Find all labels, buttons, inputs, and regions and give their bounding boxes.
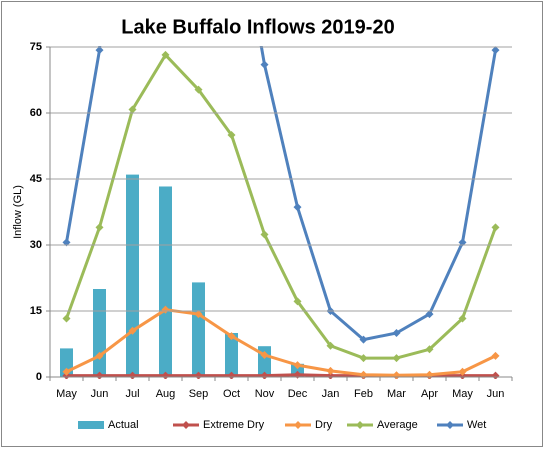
x-tick-label: May — [56, 388, 77, 400]
marker — [293, 361, 302, 370]
marker — [359, 354, 368, 363]
marker — [194, 85, 203, 94]
y-tick-label: 0 — [36, 371, 42, 383]
marker — [260, 60, 269, 69]
marker — [293, 297, 302, 306]
marker — [260, 230, 269, 239]
marker — [359, 335, 368, 344]
legend-marker — [182, 421, 190, 429]
marker — [128, 326, 137, 335]
bar — [126, 174, 139, 377]
x-tick-label: Dec — [288, 388, 308, 400]
marker — [194, 310, 203, 319]
y-tick-label: 75 — [30, 41, 42, 53]
x-tick-label: Apr — [421, 388, 438, 400]
marker — [491, 223, 500, 232]
marker — [62, 238, 71, 247]
line — [65, 308, 497, 377]
marker — [491, 351, 500, 360]
y-tick-label: 30 — [30, 239, 42, 251]
legend-label: Dry — [315, 419, 333, 431]
marker — [458, 238, 467, 247]
line — [65, 53, 497, 360]
plot-area — [60, 46, 500, 379]
bar — [192, 282, 205, 377]
marker — [62, 367, 71, 376]
marker — [95, 223, 104, 232]
y-tick-label: 15 — [30, 305, 42, 317]
marker — [491, 46, 500, 55]
x-tick-label: Mar — [387, 388, 406, 400]
marker — [425, 310, 434, 319]
x-tick-label: May — [452, 388, 473, 400]
x-tick-label: Jun — [487, 388, 505, 400]
marker — [161, 50, 170, 59]
x-tick-label: Jun — [91, 388, 109, 400]
marker — [326, 366, 335, 375]
x-tick-label: Aug — [156, 388, 176, 400]
x-tick-label: Sep — [189, 388, 209, 400]
legend-marker — [446, 421, 454, 429]
y-tick-label: 60 — [30, 107, 42, 119]
marker — [293, 203, 302, 212]
legend-label: Actual — [108, 419, 139, 431]
legend-swatch — [78, 421, 104, 429]
bar — [93, 289, 106, 377]
legend-marker — [294, 421, 302, 429]
marker — [95, 351, 104, 360]
marker — [392, 354, 401, 363]
marker — [227, 131, 236, 139]
legend-label: Average — [377, 419, 418, 431]
marker — [62, 314, 71, 323]
marker — [458, 367, 467, 376]
chart-title: Lake Buffalo Inflows 2019-20 — [121, 16, 394, 38]
bar — [159, 186, 172, 377]
legend-label: Wet — [467, 419, 486, 431]
line — [65, 46, 497, 342]
x-tick-label: Nov — [255, 388, 275, 400]
marker — [95, 46, 104, 55]
x-tick-label: Jan — [322, 388, 340, 400]
legend-marker — [356, 421, 364, 429]
marker — [227, 332, 236, 341]
y-axis-label: Inflow (GL) — [12, 185, 24, 239]
bar — [225, 333, 238, 377]
marker — [260, 351, 269, 359]
marker — [425, 345, 434, 354]
y-tick-label: 45 — [30, 173, 42, 185]
marker — [326, 341, 335, 350]
legend-label: Extreme Dry — [203, 419, 265, 431]
marker — [128, 105, 137, 114]
x-tick-label: Feb — [354, 388, 373, 400]
marker — [392, 329, 401, 337]
x-tick-label: Jul — [125, 388, 139, 400]
x-tick-label: Oct — [223, 388, 240, 400]
marker — [161, 305, 170, 314]
marker — [458, 314, 467, 323]
